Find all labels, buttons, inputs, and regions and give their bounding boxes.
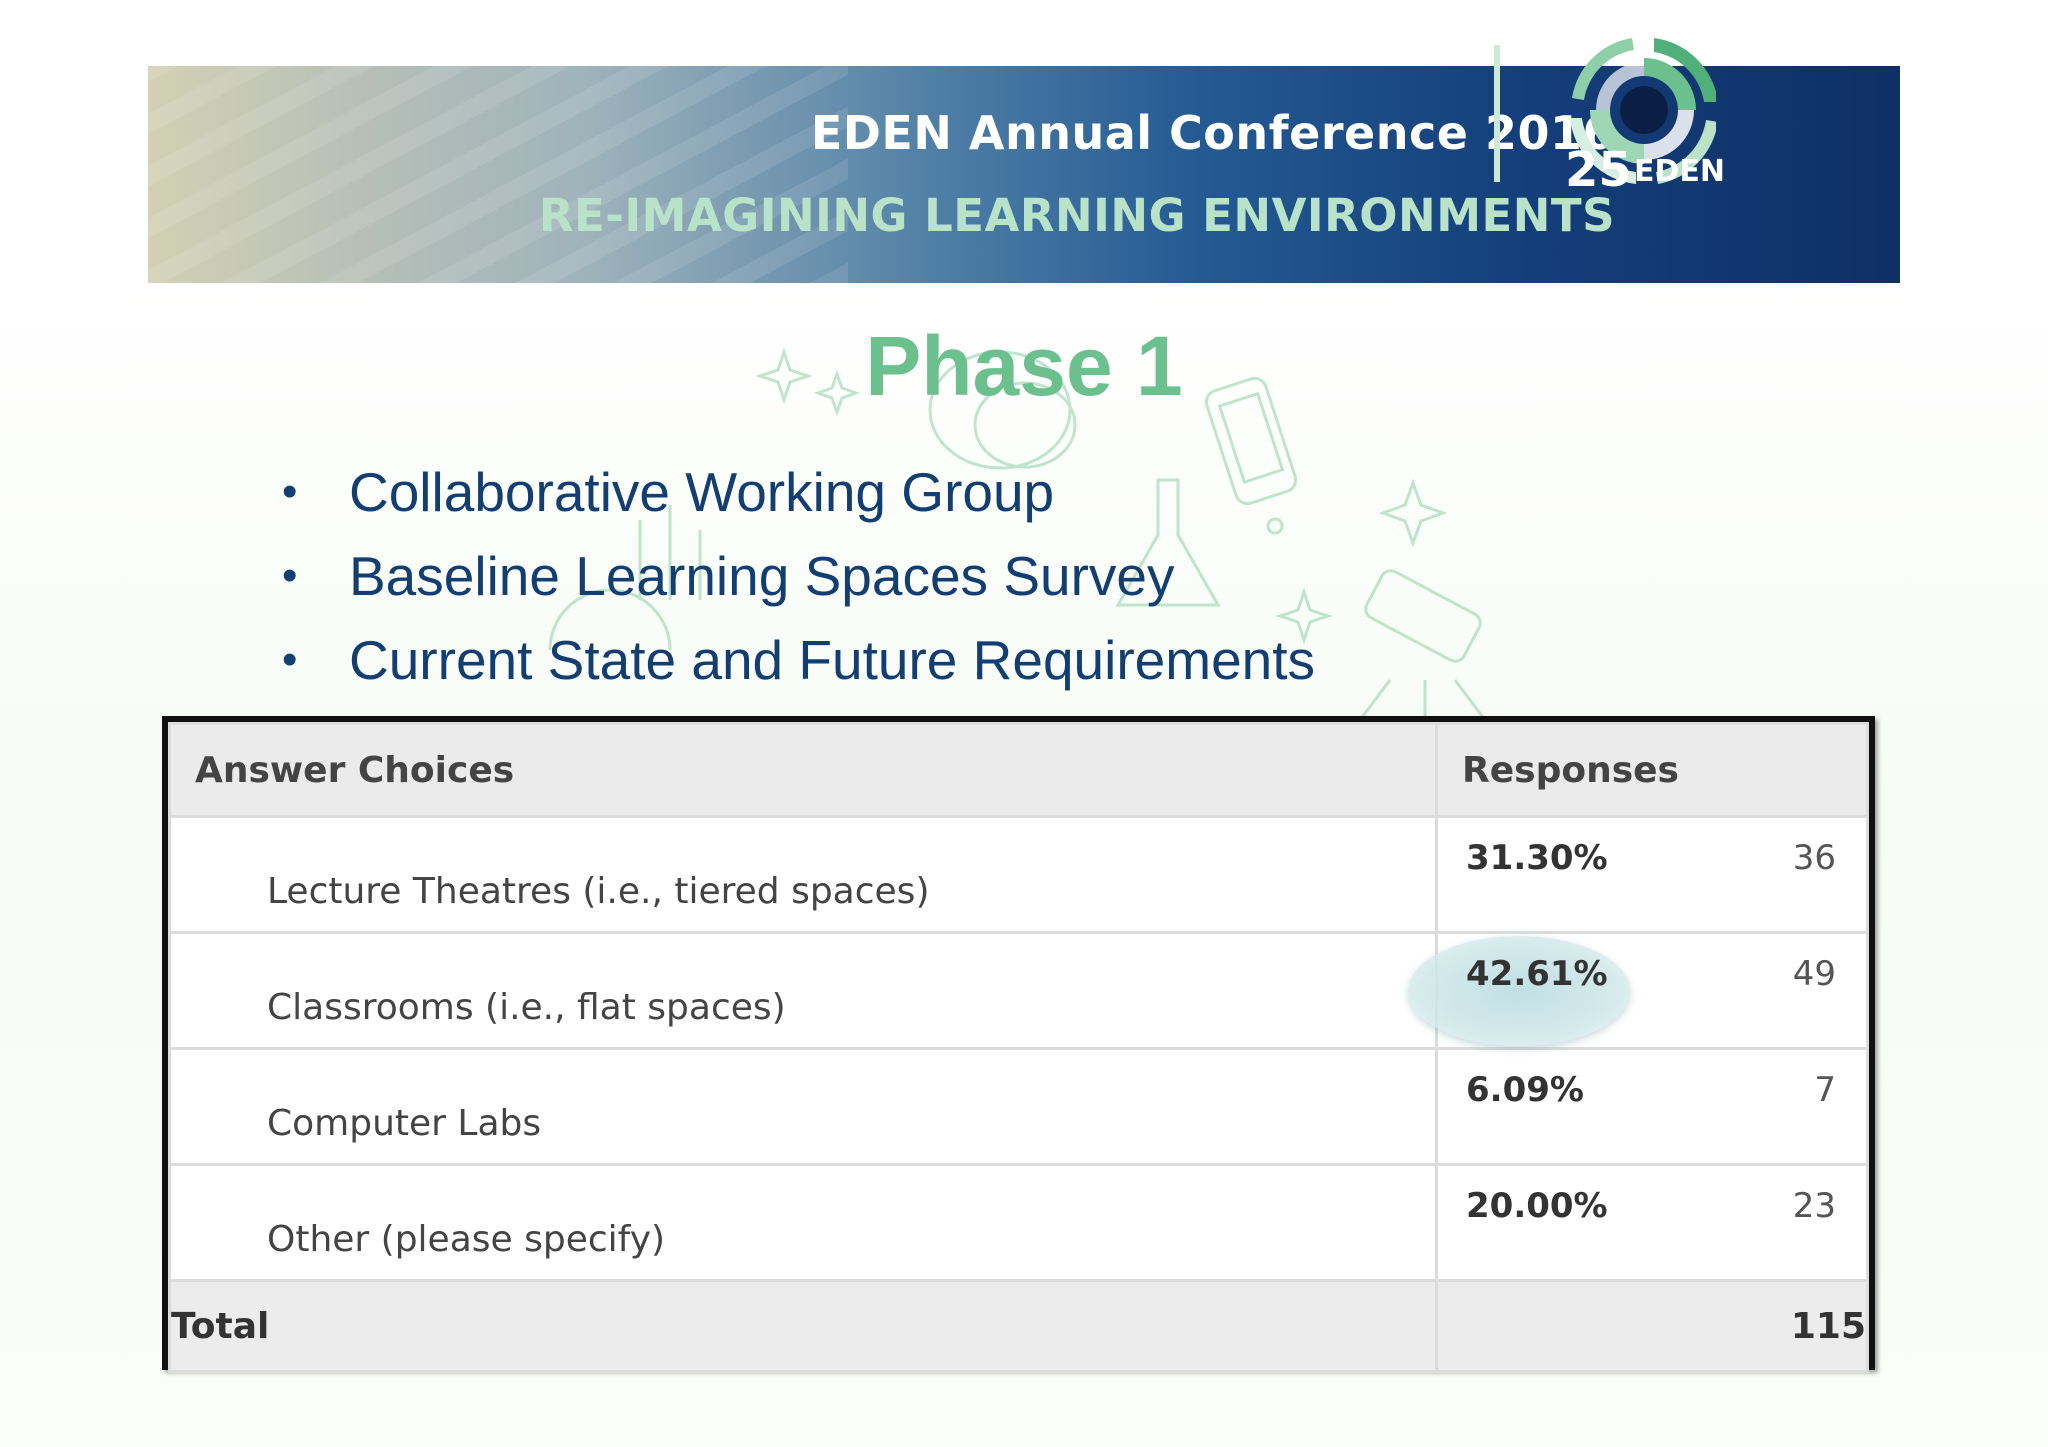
education-doodles-icon [548, 347, 1487, 720]
highlight-ellipse [1408, 936, 1630, 1046]
response-count: 23 [1792, 1186, 1836, 1226]
banner-title: EDEN Annual Conference 2016 [810, 106, 1615, 160]
response-percent: 42.61% [1466, 954, 1608, 994]
response-cell: 6.09% 7 [1435, 1047, 1869, 1166]
choice-cell: Classrooms (i.e., flat spaces) [168, 931, 1438, 1050]
response-percent: 6.09% [1466, 1070, 1584, 1110]
bullet-item: • Collaborative Working Group [282, 460, 1315, 544]
bullet-dot: • [282, 635, 298, 684]
bullet-item: • Current State and Future Requirements [282, 628, 1315, 712]
logo-text: EDEN [1634, 154, 1725, 189]
total-value: 115 [1435, 1279, 1869, 1373]
response-percent: 20.00% [1466, 1186, 1608, 1226]
choice-cell: Computer Labs [168, 1047, 1438, 1166]
eden-logo-icon [1570, 38, 1716, 184]
banner-subtitle: RE-IMAGINING LEARNING ENVIRONMENTS [538, 189, 1615, 242]
table-row: Classrooms (i.e., flat spaces) 42.61% 49 [168, 931, 1869, 1050]
bullet-text: Current State and Future Requirements [349, 629, 1316, 691]
table-total-row: Total 115 [168, 1279, 1869, 1373]
header-answer-choices: Answer Choices [168, 722, 1438, 818]
bullet-list: • Collaborative Working Group • Baseline L… [282, 460, 1315, 712]
response-count: 49 [1792, 954, 1836, 994]
choice-cell: Other (please specify) [168, 1163, 1438, 1282]
header-responses: Responses [1435, 722, 1869, 818]
response-count: 36 [1792, 838, 1836, 878]
table-row: Other (please specify) 20.00% 23 [168, 1163, 1869, 1282]
table-row: Lecture Theatres (i.e., tiered spaces) 3… [168, 815, 1869, 934]
table-row: Computer Labs 6.09% 7 [168, 1047, 1869, 1166]
banner-divider [1494, 45, 1500, 182]
total-label: Total [168, 1279, 1438, 1373]
choice-cell: Lecture Theatres (i.e., tiered spaces) [168, 815, 1438, 934]
response-cell: 31.30% 36 [1435, 815, 1869, 934]
bullet-dot: • [282, 551, 298, 600]
bullet-dot: • [282, 467, 298, 516]
choice-label: Computer Labs [267, 1103, 542, 1144]
bullet-text: Baseline Learning Spaces Survey [349, 545, 1175, 607]
response-count: 7 [1814, 1070, 1836, 1110]
bullet-item: • Baseline Learning Spaces Survey [282, 544, 1315, 628]
survey-results-table: Answer Choices Responses Lecture Theatre… [162, 716, 1875, 1373]
slide-title: Phase 1 [865, 319, 1183, 413]
bullet-text: Collaborative Working Group [349, 461, 1055, 523]
response-cell: 42.61% 49 [1408, 931, 1869, 1050]
logo-number: 25 [1565, 142, 1632, 198]
choice-label: Other (please specify) [267, 1219, 666, 1260]
table-header-row: Answer Choices Responses [168, 722, 1869, 818]
choice-label: Lecture Theatres (i.e., tiered spaces) [267, 871, 930, 912]
response-percent: 31.30% [1466, 838, 1608, 878]
response-cell: 20.00% 23 [1435, 1163, 1869, 1282]
choice-label: Classrooms (i.e., flat spaces) [267, 987, 786, 1028]
